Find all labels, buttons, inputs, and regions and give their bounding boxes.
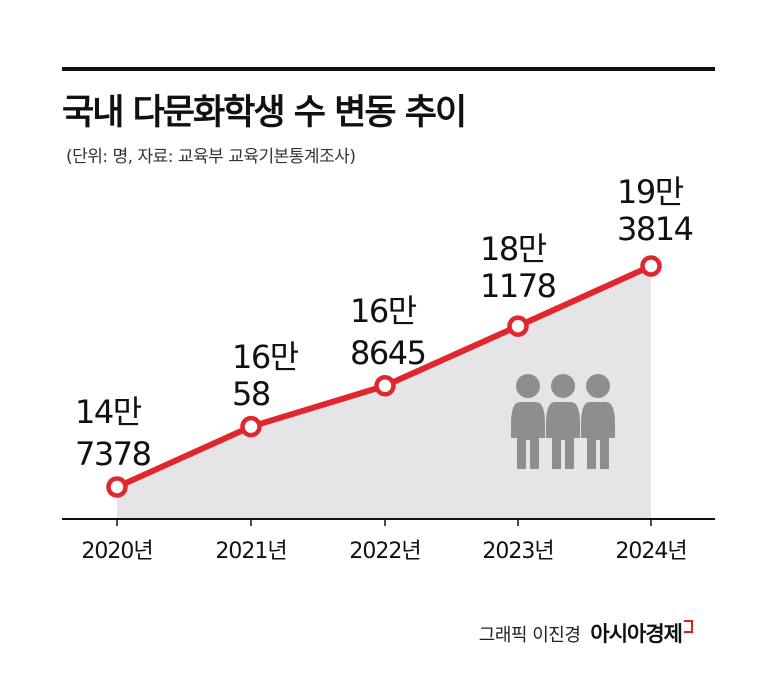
graphic-credit: 그래픽 이진경 bbox=[478, 625, 581, 646]
x-tick-label-4: 2024년 bbox=[615, 539, 686, 564]
data-label-4-line-0: 19만 bbox=[617, 173, 684, 211]
x-tick-label-0: 2020년 bbox=[81, 539, 152, 564]
chart-subtitle: (단위: 명, 자료: 교육부 교육기본통계조사) bbox=[66, 147, 356, 167]
person-icon-head-2 bbox=[586, 374, 610, 398]
data-label-1-line-0: 16만 bbox=[232, 338, 299, 376]
data-point-3 bbox=[507, 315, 529, 337]
data-label-1-line-1: 58 bbox=[232, 375, 270, 413]
title-rule bbox=[62, 67, 715, 71]
data-label-0-line-1: 7378 bbox=[75, 435, 151, 473]
data-label-3-line-1: 1178 bbox=[480, 267, 556, 305]
data-point-2 bbox=[374, 375, 396, 397]
brand-logo: 아시아경제 bbox=[590, 618, 693, 648]
person-icon-body-0 bbox=[511, 402, 545, 469]
x-tick-label-3: 2023년 bbox=[482, 539, 553, 564]
brand-name: 아시아경제 bbox=[590, 622, 683, 646]
chart-title: 국내 다문화학생 수 변동 추이 bbox=[62, 93, 467, 133]
person-icon-body-2 bbox=[581, 402, 615, 469]
data-label-4-line-1: 3814 bbox=[617, 210, 693, 248]
data-label-2-line-0: 16만 bbox=[350, 292, 417, 330]
person-icon-head-0 bbox=[516, 374, 540, 398]
data-label-2-line-1: 8645 bbox=[350, 334, 425, 372]
data-point-0 bbox=[106, 476, 128, 498]
footer: 그래픽 이진경 아시아경제 bbox=[479, 618, 693, 648]
person-icon-body-1 bbox=[546, 402, 580, 469]
x-tick-label-1: 2021년 bbox=[215, 539, 286, 564]
person-icon-head-1 bbox=[551, 374, 575, 398]
data-label-0-line-0: 14만 bbox=[75, 393, 142, 431]
data-point-1 bbox=[240, 415, 262, 438]
brand-mark-icon bbox=[684, 620, 693, 633]
data-label-3-line-0: 18만 bbox=[480, 230, 547, 268]
data-point-4 bbox=[640, 255, 662, 277]
x-tick-label-2: 2022년 bbox=[349, 539, 420, 564]
